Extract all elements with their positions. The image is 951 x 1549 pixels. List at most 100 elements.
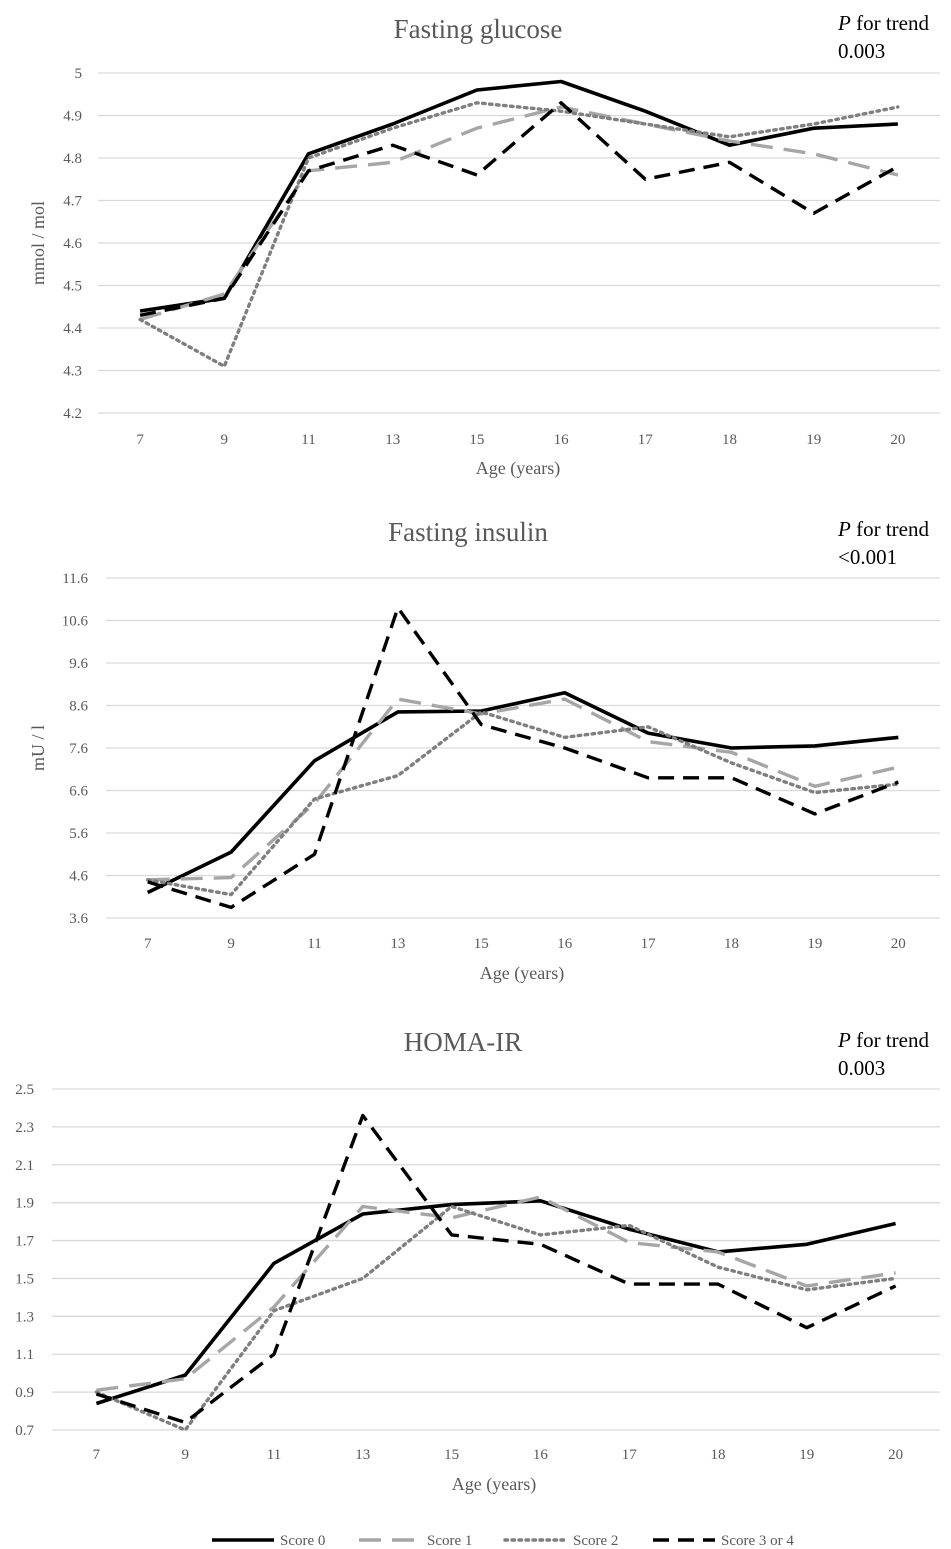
- series-line-score-0: [95, 1199, 897, 1406]
- y-tick-label: 2.3: [15, 1120, 34, 1136]
- x-tick-label: 20: [890, 432, 905, 448]
- x-axis-label: Age (years): [480, 963, 564, 984]
- y-axis-label: mU / l: [28, 725, 48, 771]
- y-tick-label: 11.6: [62, 571, 88, 587]
- y-tick-label: 4.7: [63, 194, 82, 210]
- chart-panel-1: 3.6 4.6 5.6 6.6 7.6 8.6 9.6 10.6 11.6 7 9 11 13 15 16 1…: [28, 517, 940, 984]
- trend-label-text: for trend: [851, 11, 930, 35]
- trend-label-text: for trend: [851, 1028, 930, 1052]
- trend-label-text: for trend: [851, 517, 930, 541]
- x-tick-label: 18: [724, 936, 739, 952]
- trend-value: <0.001: [838, 545, 897, 569]
- x-tick-label: 7: [144, 936, 152, 952]
- x-tick-label: 7: [136, 432, 144, 448]
- y-tick-label: 4.6: [69, 869, 88, 885]
- y-axis-label: mmol / mol: [28, 201, 48, 285]
- y-tick-label: 5.6: [69, 826, 88, 842]
- x-tick-label: 16: [533, 1447, 549, 1463]
- x-tick-label: 13: [385, 432, 400, 448]
- x-tick-label: 15: [474, 936, 489, 952]
- series-line-score-0: [139, 79, 898, 313]
- y-tick-label: 4.2: [63, 406, 82, 422]
- x-tick-label: 13: [355, 1447, 370, 1463]
- y-tick-label: 1.3: [15, 1309, 34, 1325]
- series-line-score-3-or-4: [147, 606, 899, 910]
- y-tick-label: 6.6: [69, 784, 88, 800]
- y-tick-label: 4.5: [63, 279, 82, 295]
- x-tick-label: 11: [307, 936, 321, 952]
- series-line-score-3-or-4: [139, 101, 899, 317]
- y-tick-label: 0.9: [15, 1385, 34, 1401]
- x-tick-label: 16: [557, 936, 573, 952]
- x-tick-label: 9: [227, 936, 235, 952]
- legend-label: Score 1: [427, 1533, 472, 1549]
- x-tick-label: 16: [554, 432, 570, 448]
- y-tick-label: 4.6: [63, 236, 82, 252]
- series-line-score-1: [96, 1195, 896, 1392]
- series-line-score-0: [146, 690, 899, 895]
- chart-panel-0: 4.2 4.3 4.4 4.5 4.6 4.7 4.8 4.9 5 7 9 11 13 15 16 17 18 1…: [28, 11, 940, 479]
- legend-item: Score 0: [212, 1533, 325, 1549]
- series-line-score-1: [139, 105, 899, 322]
- trend-p-symbol: P: [837, 1028, 851, 1052]
- x-tick-label: 20: [891, 936, 906, 952]
- x-axis-label: Age (years): [452, 1474, 536, 1495]
- series-line-score-2: [138, 101, 900, 368]
- x-tick-label: 9: [181, 1447, 189, 1463]
- x-tick-label: 15: [469, 432, 484, 448]
- x-tick-label: 15: [444, 1447, 459, 1463]
- trend-value: 0.003: [838, 1056, 885, 1080]
- y-tick-label: 4.4: [63, 321, 82, 337]
- series-line-score-3-or-4: [95, 1113, 897, 1425]
- chart-title: HOMA-IR: [404, 1027, 523, 1057]
- y-tick-label: 4.8: [63, 151, 82, 167]
- legend: Score 0 Score 1 Score 2 Score 3 or 4: [212, 1533, 794, 1549]
- legend-item: Score 1: [359, 1533, 472, 1549]
- trend-annotation: P for trend: [837, 517, 929, 541]
- y-tick-label: 1.7: [15, 1234, 34, 1250]
- legend-label: Score 2: [573, 1533, 618, 1549]
- x-tick-label: 20: [888, 1447, 903, 1463]
- x-tick-label: 18: [722, 432, 737, 448]
- trend-annotation: P for trend: [837, 1028, 929, 1052]
- series-line-score-1: [147, 697, 899, 882]
- y-tick-label: 4.9: [63, 109, 82, 125]
- legend-item: Score 2: [503, 1533, 618, 1549]
- x-tick-label: 9: [221, 432, 229, 448]
- y-tick-label: 1.1: [15, 1347, 34, 1363]
- trend-p-symbol: P: [837, 11, 851, 35]
- chart-panel-2: 0.7 0.9 1.1 1.3 1.5 1.7 1.9 2.1 2.3 2.5 7 9 11 13 15 16…: [15, 1027, 940, 1495]
- legend-label: Score 3 or 4: [721, 1533, 794, 1549]
- x-tick-label: 7: [93, 1447, 101, 1463]
- y-tick-label: 1.5: [15, 1271, 34, 1287]
- x-tick-label: 19: [806, 432, 821, 448]
- trend-annotation: P for trend: [837, 11, 929, 35]
- y-tick-label: 9.6: [69, 656, 88, 672]
- x-tick-label: 17: [622, 1447, 638, 1463]
- x-tick-label: 11: [267, 1447, 281, 1463]
- legend-label: Score 0: [280, 1533, 325, 1549]
- x-axis-label: Age (years): [476, 458, 560, 479]
- y-tick-label: 1.9: [15, 1196, 34, 1212]
- y-tick-label: 2.1: [15, 1158, 34, 1174]
- trend-value: 0.003: [838, 39, 885, 63]
- x-tick-label: 17: [638, 432, 654, 448]
- y-tick-label: 2.5: [15, 1082, 34, 1098]
- trend-p-symbol: P: [837, 517, 851, 541]
- y-tick-label: 4.3: [63, 364, 82, 380]
- x-tick-label: 19: [807, 936, 822, 952]
- series-line-score-2: [145, 710, 900, 897]
- x-tick-label: 18: [711, 1447, 726, 1463]
- chart-title: Fasting glucose: [394, 14, 563, 44]
- x-tick-label: 13: [390, 936, 405, 952]
- x-tick-label: 11: [301, 432, 315, 448]
- y-tick-label: 0.7: [15, 1423, 34, 1439]
- y-tick-label: 3.6: [69, 911, 88, 927]
- x-tick-label: 19: [799, 1447, 814, 1463]
- y-tick-label: 7.6: [69, 741, 88, 757]
- chart-title: Fasting insulin: [388, 517, 548, 547]
- x-tick-label: 17: [641, 936, 657, 952]
- series-line-score-2: [94, 1204, 898, 1432]
- y-tick-label: 5: [75, 66, 83, 82]
